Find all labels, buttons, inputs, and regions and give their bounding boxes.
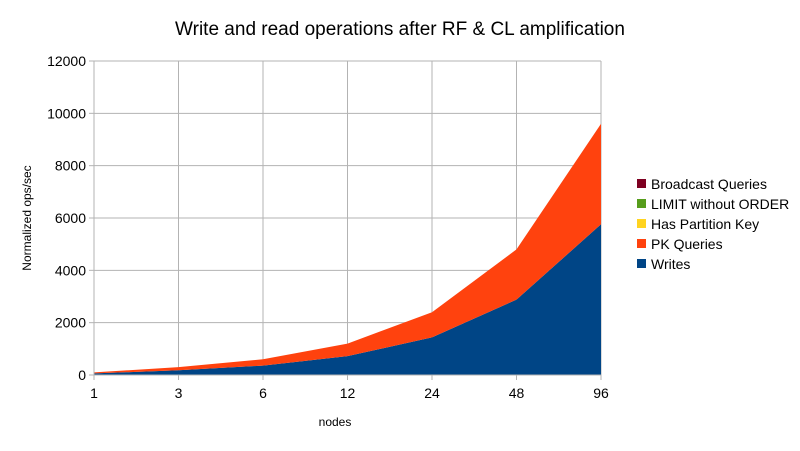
area-pk-queries xyxy=(94,123,601,374)
x-tick-label: 1 xyxy=(90,385,98,401)
legend-swatch xyxy=(637,259,646,268)
area-writes xyxy=(94,224,601,375)
legend-swatch xyxy=(637,179,646,188)
y-tick-label: 4000 xyxy=(55,262,86,278)
legend-label: PK Queries xyxy=(651,236,723,252)
y-tick-label: 2000 xyxy=(55,315,86,331)
x-axis-label: nodes xyxy=(319,415,352,429)
x-tick-label: 6 xyxy=(259,385,267,401)
legend-item: Broadcast Queries xyxy=(637,176,767,192)
y-axis-label: Normalized ops/sec xyxy=(20,165,34,270)
y-tick-label: 10000 xyxy=(47,105,86,121)
legend-swatch xyxy=(637,239,646,248)
axes xyxy=(89,60,602,380)
legend-item: LIMIT without ORDER xyxy=(637,196,789,212)
x-tick-label: 12 xyxy=(340,385,356,401)
legend-label: Broadcast Queries xyxy=(651,176,767,192)
x-tick-label: 3 xyxy=(175,385,183,401)
chart-title: Write and read operations after RF & CL … xyxy=(175,19,625,40)
y-tick-label: 12000 xyxy=(47,53,86,69)
plot-areas xyxy=(94,123,601,375)
x-tick-label: 96 xyxy=(593,385,609,401)
legend-label: LIMIT without ORDER xyxy=(651,196,789,212)
legend-swatch xyxy=(637,219,646,228)
legend-item: Has Partition Key xyxy=(637,216,759,232)
y-tick-label: 0 xyxy=(78,367,86,383)
y-tick-label: 8000 xyxy=(55,158,86,174)
x-tick-label: 24 xyxy=(424,385,440,401)
legend-item: PK Queries xyxy=(637,236,723,252)
legend-swatch xyxy=(637,199,646,208)
legend-label: Has Partition Key xyxy=(651,216,759,232)
legend: Broadcast Queries LIMIT without ORDER Has … xyxy=(637,176,789,272)
x-tick-label: 48 xyxy=(509,385,525,401)
y-tick-labels: 0 2000 4000 6000 8000 10000 12000 xyxy=(47,53,86,383)
x-tick-labels: 1 3 6 12 24 48 96 xyxy=(90,385,609,401)
y-tick-label: 6000 xyxy=(55,210,86,226)
legend-label: Writes xyxy=(651,256,690,272)
legend-item: Writes xyxy=(637,256,690,272)
